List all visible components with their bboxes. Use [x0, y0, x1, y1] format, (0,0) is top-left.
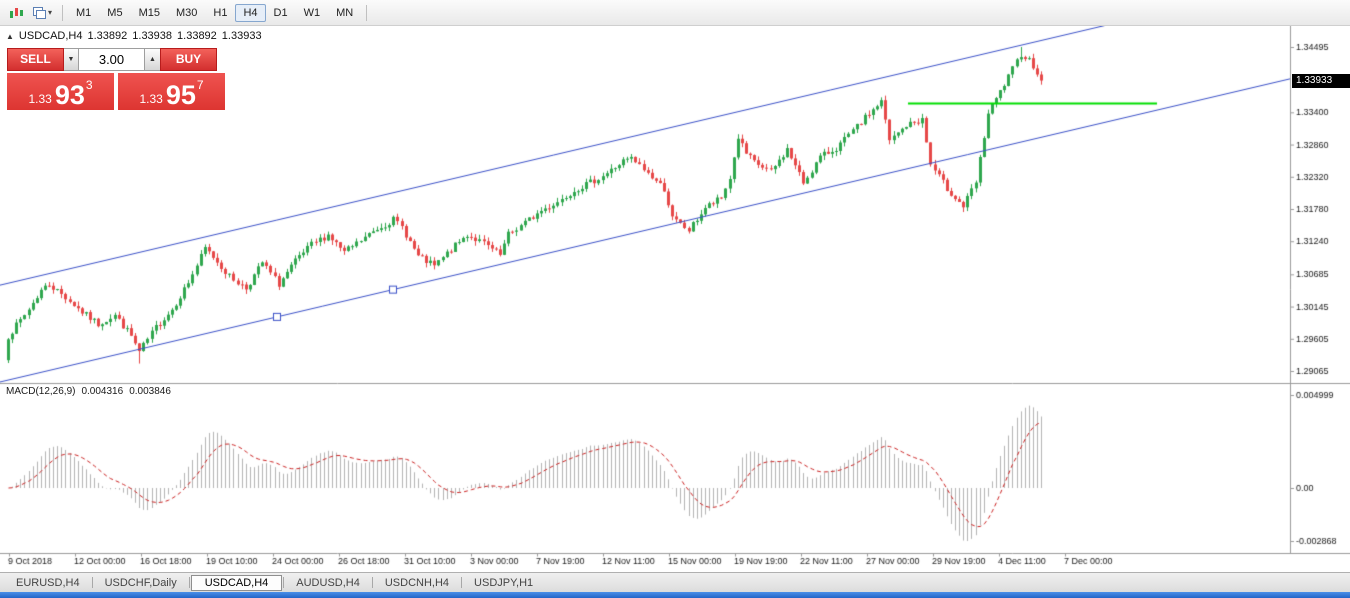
trade-controls-row: SELL ▼ ▲ BUY [7, 48, 225, 71]
macd-main-value: 0.004316 [81, 386, 124, 397]
tab-separator [461, 577, 463, 588]
ohlc-header: ▲ USDCAD,H4 1.33892 1.33938 1.33892 1.33933 [6, 30, 267, 42]
chart-area: ▲ USDCAD,H4 1.33892 1.33938 1.33892 1.33933 S… [0, 26, 1350, 572]
volume-increase-button[interactable]: ▲ [145, 48, 160, 71]
timeframe-button-h1[interactable]: H1 [213, 6, 228, 19]
tab-separator [91, 577, 93, 588]
window-bottom-border [0, 592, 1350, 598]
one-click-trading-panel: SELL ▼ ▲ BUY 1.33 93 3 1.33 95 7 [7, 48, 225, 110]
cascade-windows-glyph [32, 6, 46, 19]
volume-input[interactable] [79, 48, 145, 71]
tab-separator [371, 577, 373, 588]
sell-button[interactable]: SELL [7, 48, 64, 71]
tab-bar: EURUSD,H4 USDCHF,Daily USDCAD,H4 AUDUSD,H4 U… [0, 572, 1350, 592]
timeframe-button-w1[interactable]: W1 [303, 6, 321, 19]
toolbar: ▾ M1 M5 M15 M30 H1 H4 D1 W1 MN [0, 0, 1350, 26]
profiles-icon[interactable]: ▾ [27, 3, 57, 23]
buy-price-prefix: 1.33 [139, 92, 163, 106]
symbol-marker-icon: ▲ [6, 32, 14, 41]
tab-usdjpy-h1[interactable]: USDJPY,H1 [474, 576, 534, 589]
macd-name: MACD(12,26,9) [6, 386, 76, 397]
chart-canvas[interactable] [0, 26, 1350, 572]
ohlc-symbol: USDCAD,H4 [18, 30, 83, 42]
sell-price-pipette: 3 [85, 78, 93, 92]
timeframe-button-d1[interactable]: D1 [273, 6, 288, 19]
volume-decrease-button[interactable]: ▼ [64, 48, 79, 71]
buy-price-big-digits: 95 [165, 80, 196, 111]
tab-usdcnh-h4[interactable]: USDCNH,H4 [384, 576, 450, 589]
buy-button[interactable]: BUY [160, 48, 217, 71]
timeframe-button-m30[interactable]: M30 [175, 6, 198, 19]
timeframe-button-m1[interactable]: M1 [76, 6, 92, 19]
tab-audusd-h4[interactable]: AUDUSD,H4 [296, 576, 360, 589]
macd-signal-value: 0.003846 [129, 386, 171, 397]
sell-price-big-digits: 93 [54, 80, 85, 111]
timeframe-button-h4[interactable]: H4 [235, 3, 266, 22]
buy-price-pipette: 7 [196, 78, 204, 92]
tab-usdchf-daily[interactable]: USDCHF,Daily [104, 576, 177, 589]
timeframe-button-mn[interactable]: MN [336, 6, 354, 19]
toolbar-separator [62, 4, 63, 21]
ohlc-open-value: 1.33892 [87, 30, 128, 42]
tab-separator [188, 577, 190, 588]
sell-price-display[interactable]: 1.33 93 3 [7, 73, 114, 110]
candlestick-glyph [10, 7, 23, 18]
trade-prices-row: 1.33 93 3 1.33 95 7 [7, 73, 225, 110]
timeframe-button-m5[interactable]: M5 [107, 6, 123, 19]
tab-separator [283, 577, 285, 588]
toolbar-separator [366, 4, 368, 21]
ohlc-high-value: 1.33938 [132, 30, 173, 42]
timeframe-button-m15[interactable]: M15 [138, 6, 160, 19]
macd-indicator-label: MACD(12,26,9) 0.004316 0.003846 [6, 386, 177, 397]
ohlc-close-value: 1.33933 [221, 30, 262, 42]
current-price-badge: 1.33933 [1292, 74, 1350, 88]
buy-price-display[interactable]: 1.33 95 7 [118, 73, 225, 110]
tab-eurusd-h4[interactable]: EURUSD,H4 [16, 576, 80, 589]
timeframe-group: M1 M5 M15 M30 H1 H4 D1 W1 MN [68, 3, 361, 22]
chart-type-icon[interactable] [5, 3, 27, 23]
ohlc-low-value: 1.33892 [177, 30, 217, 42]
sell-price-prefix: 1.33 [28, 92, 52, 106]
dropdown-caret-icon: ▾ [47, 8, 52, 17]
tab-usdcad-h4[interactable]: USDCAD,H4 [190, 574, 283, 591]
